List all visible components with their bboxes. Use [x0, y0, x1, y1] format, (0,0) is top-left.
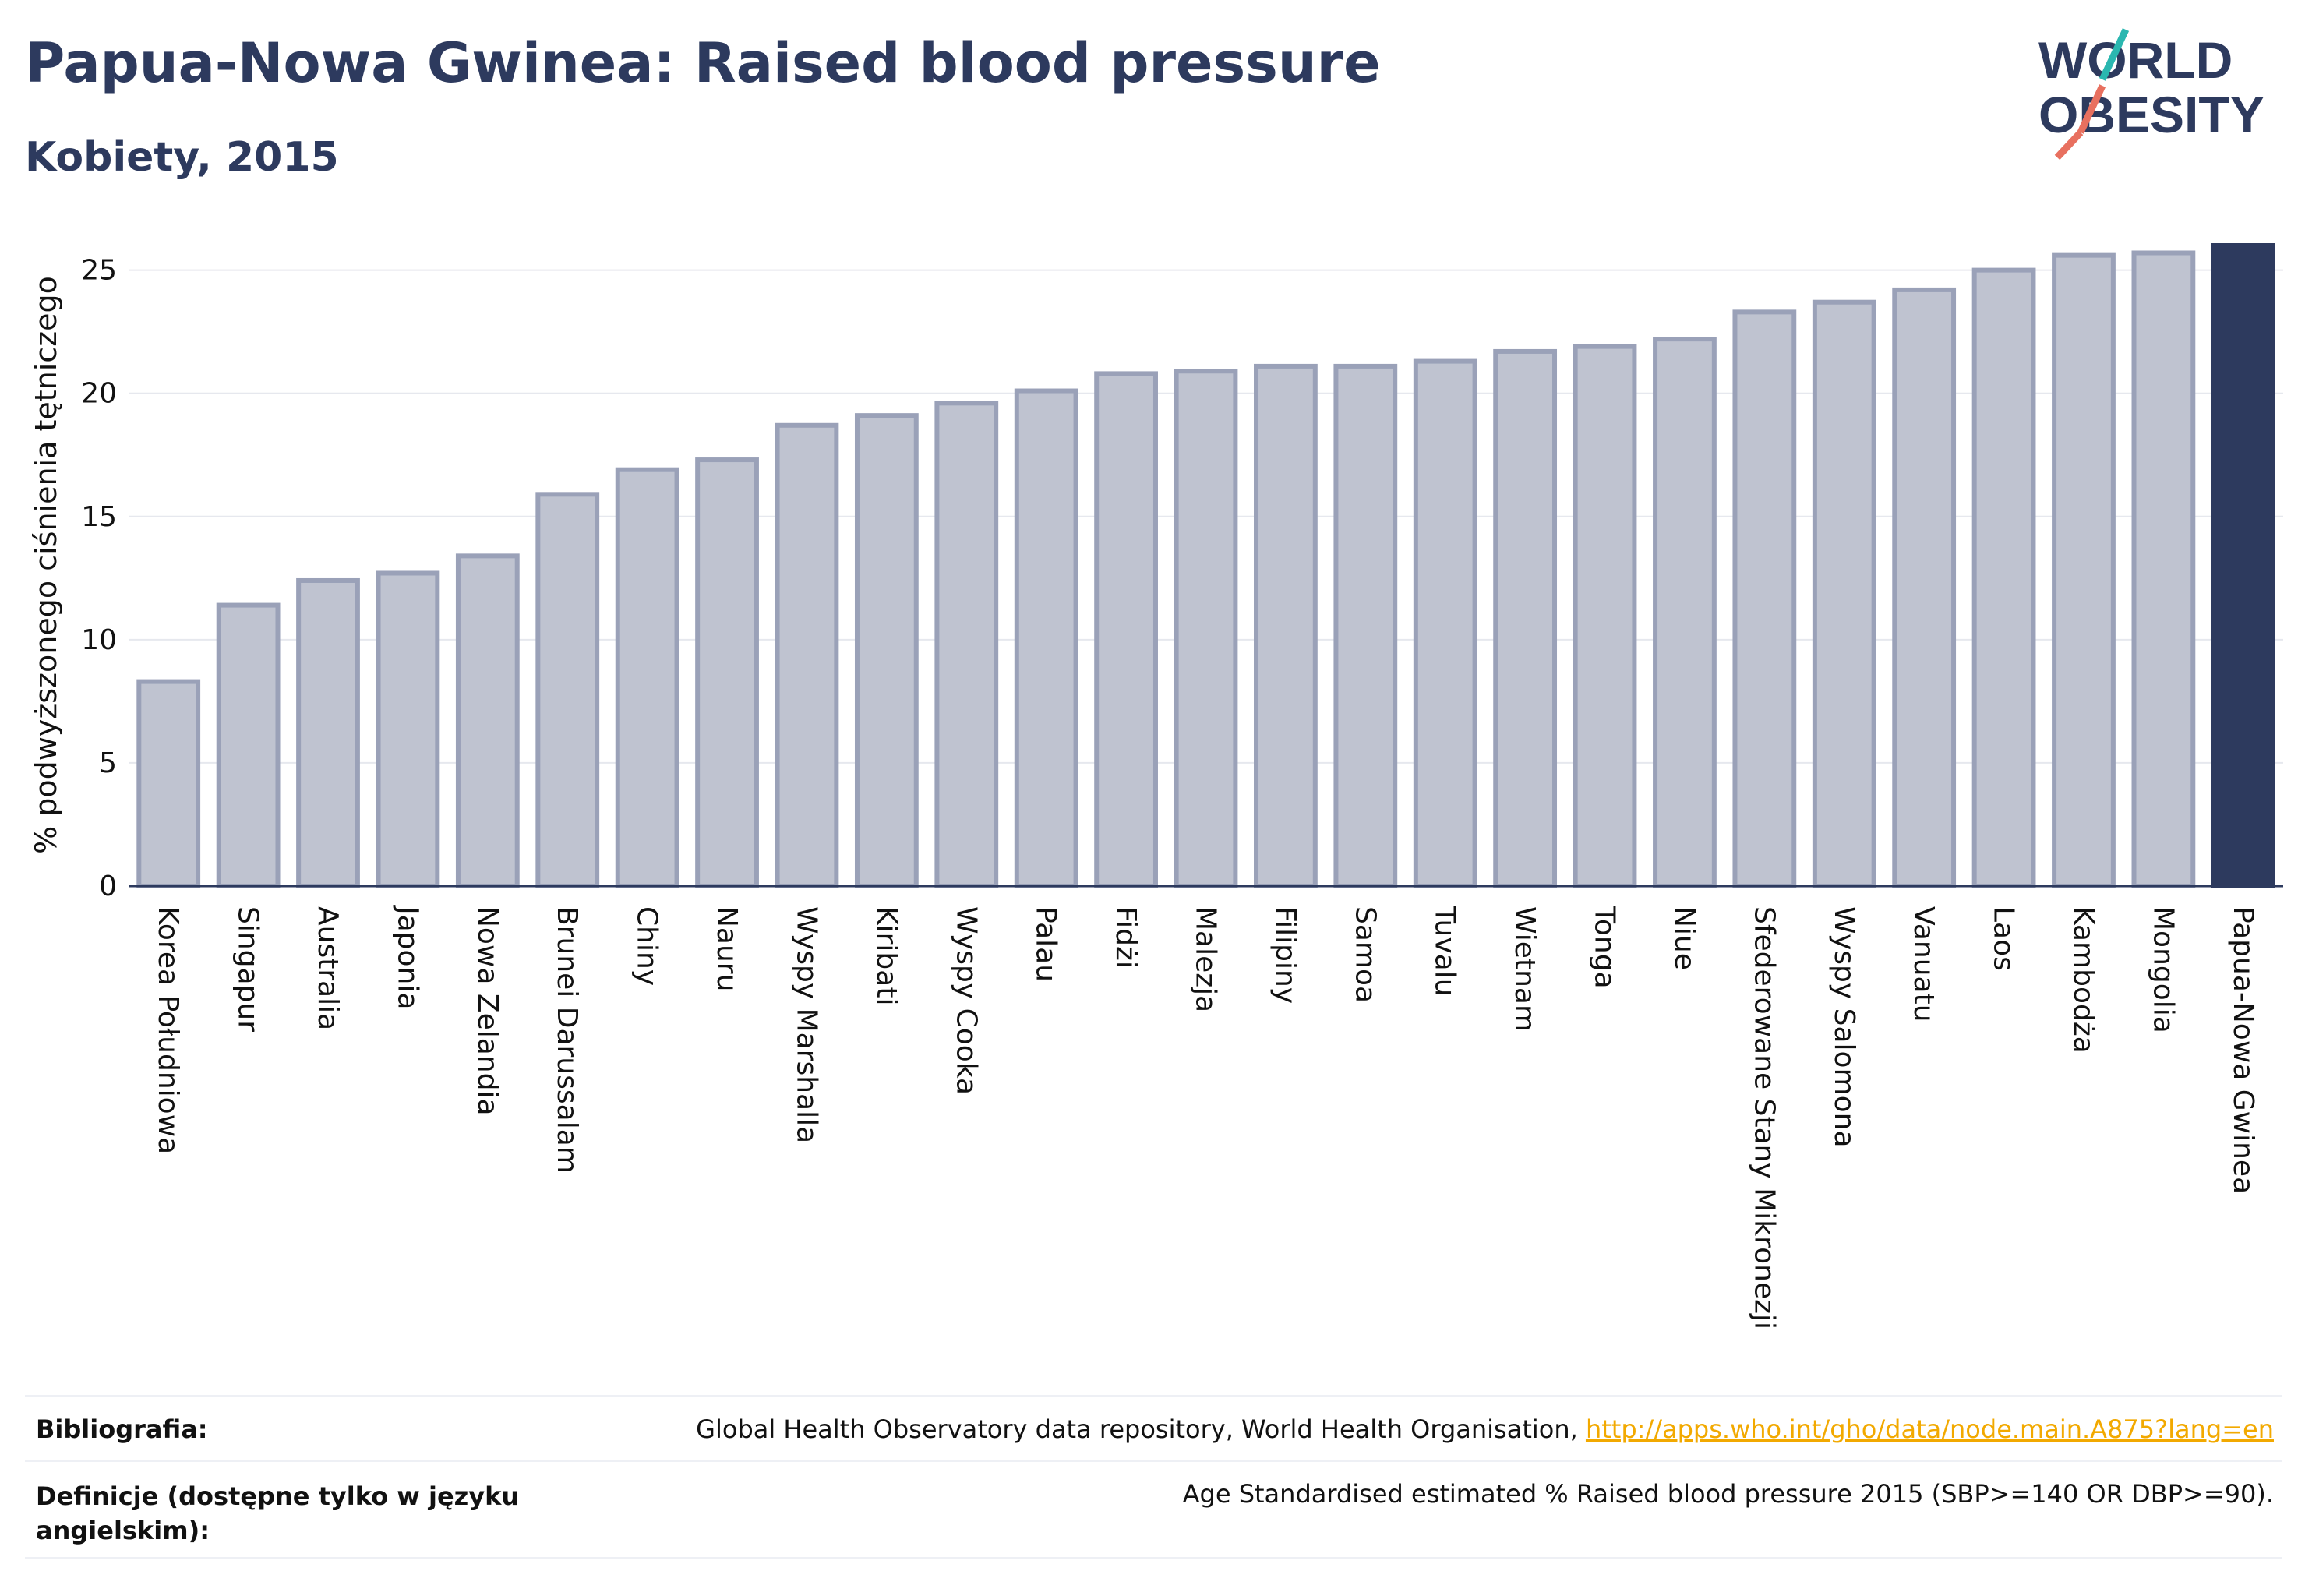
bar-24 — [2052, 252, 2116, 888]
y-tick-label: 15 — [81, 501, 117, 533]
x-tick-label: Wyspy Salomona — [1828, 906, 1860, 1148]
bibliography-row: Bibliografia: Global Health Observatory … — [25, 1414, 2282, 1453]
x-tick-label: Laos — [1988, 906, 2020, 971]
x-tick-label: Singapur — [232, 906, 264, 1032]
bar-6 — [615, 467, 679, 888]
bar-11 — [1014, 388, 1078, 888]
x-tick-label: Mongolia — [2147, 906, 2179, 1033]
world-obesity-logo: WORLD OBESITY — [2038, 28, 2264, 161]
x-tick-label: Wyspy Marshalla — [790, 906, 822, 1143]
x-tick-label: Korea Południowa — [152, 906, 184, 1154]
bar-3 — [376, 570, 440, 888]
x-tick-label: Japonia — [391, 905, 423, 1009]
footer-divider-mid — [25, 1460, 2282, 1462]
y-tick-label: 20 — [81, 378, 117, 410]
x-tick-label: Australia — [312, 906, 344, 1030]
bar-26 — [2211, 243, 2275, 888]
x-tick-label: Wietnam — [1509, 906, 1541, 1032]
x-tick-label: Niue — [1668, 906, 1700, 970]
x-tick-label: Tonga — [1589, 906, 1621, 989]
bar-2 — [296, 577, 360, 888]
bar-8 — [775, 422, 839, 888]
footer-divider-top — [25, 1395, 2282, 1397]
x-tick-label: Wyspy Cooka — [950, 906, 982, 1095]
x-tick-label: Tuvalu — [1429, 906, 1461, 997]
bar-23 — [1971, 267, 2036, 889]
x-tick-label: Vanuatu — [1908, 906, 1940, 1022]
bar-21 — [1812, 299, 1876, 888]
x-tick-label: Nauru — [711, 906, 743, 991]
x-tick-label: Palau — [1030, 906, 1062, 982]
x-tick-label: Malezja — [1190, 906, 1222, 1012]
bar-0 — [136, 679, 201, 888]
page-subtitle: Kobiety, 2015 — [25, 134, 339, 181]
bar-15 — [1333, 363, 1398, 888]
bar-20 — [1732, 309, 1797, 889]
y-tick-label: 10 — [81, 624, 117, 656]
bibliography-link[interactable]: http://apps.who.int/gho/data/node.main.A… — [1585, 1414, 2274, 1444]
logo-slash-red — [2054, 129, 2084, 161]
x-tick-label: Chiny — [631, 906, 663, 986]
y-tick-label: 5 — [99, 747, 117, 779]
x-tick-label: Kambodża — [2067, 906, 2099, 1054]
page-title: Papua-Nowa Gwinea: Raised blood pressure — [25, 31, 1381, 95]
bibliography-text: Global Health Observatory data repositor… — [696, 1414, 1586, 1444]
definitions-value: Age Standardised estimated % Raised bloo… — [1182, 1479, 2274, 1509]
bar-12 — [1094, 371, 1158, 888]
bar-18 — [1573, 344, 1637, 889]
bar-1 — [216, 602, 281, 888]
definitions-label: Definicje (dostępne tylko w języku angie… — [36, 1481, 520, 1545]
bar-10 — [934, 401, 999, 888]
bibliography-label: Bibliografia: — [36, 1414, 208, 1444]
y-tick-label: 25 — [81, 255, 117, 287]
bar-22 — [1892, 287, 1957, 888]
bibliography-value: Global Health Observatory data repositor… — [696, 1414, 2274, 1444]
x-tick-label: Nowa Zelandia — [471, 906, 503, 1116]
bar-14 — [1254, 363, 1318, 888]
bars — [136, 243, 2275, 889]
x-tick-label: Kiribati — [870, 906, 902, 1005]
y-axis-label: % podwyższonego ciśnienia tętniczego — [29, 276, 63, 854]
x-tick-label: Fidżi — [1110, 906, 1142, 969]
y-tick-labels: 0 5 10 15 20 25 — [81, 255, 117, 902]
bar-9 — [854, 413, 919, 888]
x-tick-label: Samoa — [1349, 906, 1381, 1003]
logo-slash-red-mid — [2077, 84, 2106, 134]
x-tick-label: Brunei Darussalam — [551, 906, 583, 1174]
x-tick-label: Papua-Nowa Gwinea — [2227, 906, 2259, 1194]
x-tick-labels: Korea Południowa Singapur Australia Japonia… — [152, 905, 2259, 1329]
bar-7 — [695, 457, 759, 888]
x-tick-label: Filipiny — [1269, 906, 1301, 1004]
bar-5 — [535, 492, 600, 888]
definitions-row: Definicje (dostępne tylko w języku angie… — [25, 1479, 2282, 1549]
bar-16 — [1413, 358, 1477, 889]
bar-17 — [1493, 348, 1558, 888]
bar-chart: 0 5 10 15 20 25 Korea Południowa Singapur Austr… — [29, 243, 2283, 1329]
bar-13 — [1174, 369, 1238, 888]
bar-25 — [2131, 250, 2196, 888]
footer-divider-bottom — [25, 1557, 2282, 1559]
bar-19 — [1653, 337, 1717, 888]
y-tick-label: 0 — [99, 870, 117, 902]
bar-4 — [455, 553, 520, 888]
logo-slash-teal — [2099, 28, 2130, 81]
x-tick-label: Sfederowane Stany Mikronezji — [1748, 906, 1780, 1329]
